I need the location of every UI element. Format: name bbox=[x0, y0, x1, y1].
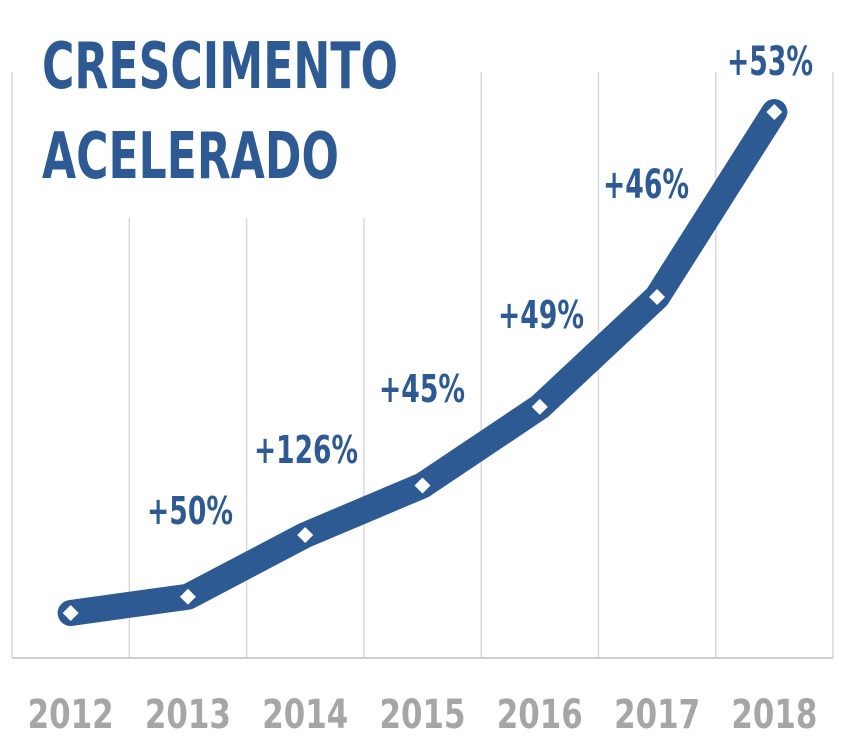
x-tick-label: 2013 bbox=[145, 692, 231, 738]
data-point-marker bbox=[297, 527, 314, 544]
data-point-marker bbox=[414, 477, 431, 494]
x-tick-label: 2016 bbox=[497, 692, 583, 738]
x-tick-labels: 2012 2013 2014 2015 2016 2017 2018 bbox=[28, 692, 818, 738]
data-label: +49% bbox=[498, 293, 584, 337]
chart-title-line-2: ACELERADO bbox=[42, 120, 339, 194]
x-tick-label: 2018 bbox=[731, 692, 817, 738]
series bbox=[57, 99, 788, 626]
data-label: +50% bbox=[147, 489, 233, 533]
data-point-marker bbox=[649, 288, 666, 305]
x-tick-label: 2012 bbox=[28, 692, 114, 738]
data-label: +46% bbox=[603, 162, 689, 208]
data-point-marker bbox=[179, 588, 196, 605]
x-tick-label: 2014 bbox=[262, 692, 348, 738]
data-point-marker bbox=[62, 605, 79, 621]
data-point-marker bbox=[531, 398, 548, 415]
data-point-marker bbox=[766, 104, 783, 120]
data-label: +45% bbox=[379, 367, 465, 411]
data-label: +53% bbox=[727, 39, 813, 85]
x-tick-label: 2017 bbox=[614, 692, 700, 738]
x-tick-label: 2015 bbox=[380, 692, 466, 738]
chart-title-line-1: CRESCIMENTO bbox=[42, 30, 398, 104]
data-labels: +50% +126% +45% +49% +46% +53% bbox=[147, 39, 813, 533]
data-label: +126% bbox=[254, 428, 358, 472]
